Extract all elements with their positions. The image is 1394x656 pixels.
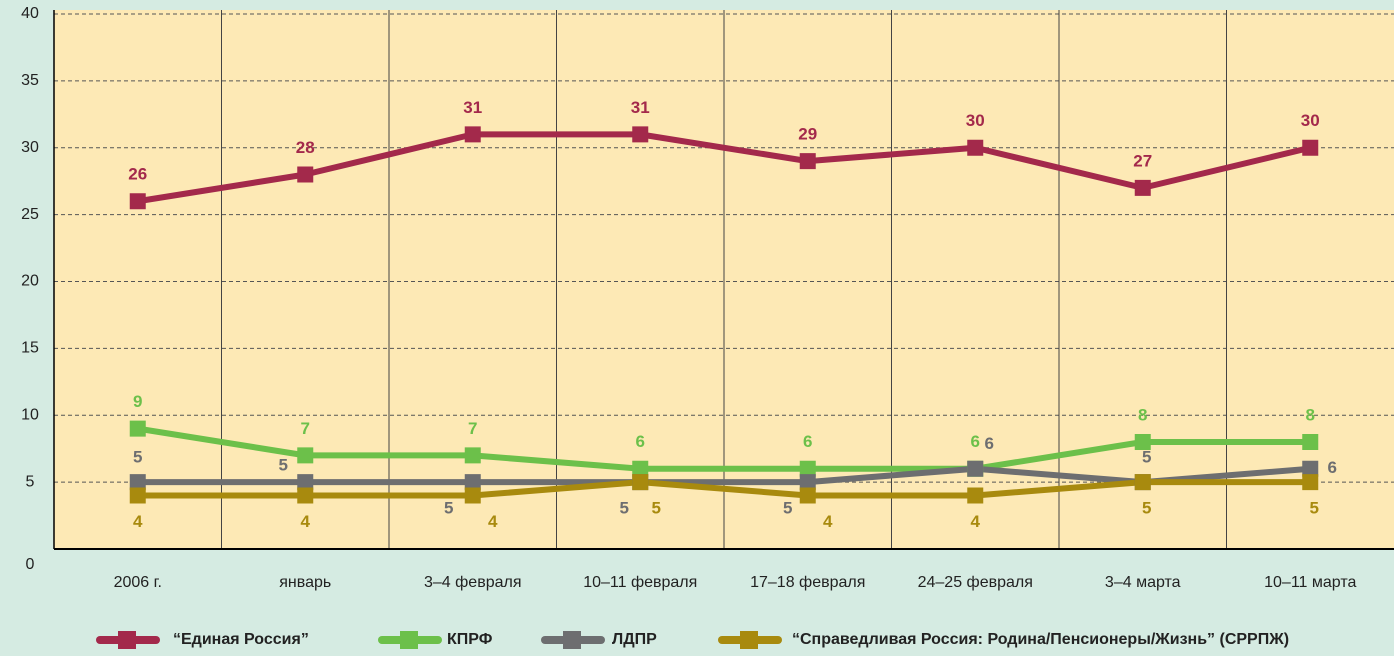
data-point [799,153,816,170]
data-point [1302,434,1319,450]
y-tick-label: 15 [21,340,39,357]
data-label: 26 [128,165,147,184]
data-point [1302,474,1319,491]
data-point [1134,434,1151,450]
legend-label: “Единая Россия” [173,631,309,648]
data-point [967,460,984,477]
y-tick-label: 35 [21,72,39,89]
y-tick-label: 10 [21,406,39,423]
series-line [137,425,1311,472]
data-point [632,474,649,491]
data-label: 5 [444,499,453,518]
data-point [1134,474,1151,491]
data-label: 27 [1133,151,1152,170]
data-point [297,447,314,464]
x-tick-label: 10–11 февраля [583,574,697,591]
data-label: 4 [971,512,981,531]
data-label: 5 [620,499,629,518]
y-tick-label: 20 [21,273,39,290]
data-label: 6 [1328,458,1337,477]
data-point [1134,179,1151,196]
data-point [967,487,984,504]
data-point [297,474,314,491]
data-label: 5 [133,448,142,467]
data-label: 6 [985,434,994,453]
data-label: 4 [488,512,498,531]
data-point [129,474,146,491]
series-line [137,131,1311,205]
data-label: 4 [823,512,833,531]
data-label: 6 [636,432,645,451]
data-label: 7 [301,419,310,438]
data-label: 31 [463,98,482,117]
series-line [137,465,1311,486]
data-label: 31 [631,98,650,117]
data-label: 5 [279,456,288,475]
data-point [632,460,649,477]
x-tick-label: 2006 г. [114,574,162,591]
data-label: 8 [1138,405,1147,424]
data-label: 5 [783,499,792,518]
data-point [464,126,481,143]
data-label: 5 [652,499,661,518]
data-label: 28 [296,138,315,157]
data-point [129,487,146,504]
y-tick-label: 30 [21,139,39,156]
data-point [967,139,984,156]
legend-marker [563,631,581,649]
x-tick-label: 3–4 марта [1105,574,1181,591]
legend-marker [118,631,136,649]
legend-label: КПРФ [447,631,493,648]
data-label: 7 [468,419,477,438]
data-point [129,420,146,437]
data-point [799,460,816,477]
data-point [464,474,481,491]
data-label: 30 [1301,111,1320,130]
data-point [799,487,816,504]
data-label: 5 [1142,499,1151,518]
data-point [129,193,146,210]
data-label: 5 [1142,448,1151,467]
data-label: 9 [133,392,142,411]
legend-marker [740,631,758,649]
data-point [297,487,314,504]
y-tick-label: 40 [21,5,39,22]
legend-marker [400,631,418,649]
data-label: 8 [1306,405,1315,424]
y-tick-label: 5 [26,473,35,490]
x-tick-label: 24–25 февраля [918,574,1033,591]
data-point [632,126,649,143]
data-label: 30 [966,111,985,130]
data-point [1302,460,1319,477]
data-point [297,166,314,183]
x-tick-label: январь [279,574,331,591]
data-label: 29 [798,125,817,144]
series-line [137,479,1311,499]
x-tick-label: 3–4 февраля [424,574,522,591]
data-label: 5 [1310,499,1319,518]
legend-label: “Справедливая Россия: Родина/Пенсионеры/… [792,631,1289,648]
data-label: 6 [971,432,980,451]
y-tick-label: 0 [26,556,35,573]
data-point [464,447,481,464]
x-tick-label: 10–11 марта [1264,574,1356,591]
data-label: 4 [133,512,143,531]
x-tick-label: 17–18 февраля [750,574,865,591]
data-point [464,487,481,504]
legend-label: ЛДПР [612,631,657,648]
data-point [1302,139,1319,156]
data-label: 6 [803,432,812,451]
y-tick-label: 25 [21,206,39,223]
data-point [799,474,816,491]
data-label: 4 [301,512,311,531]
